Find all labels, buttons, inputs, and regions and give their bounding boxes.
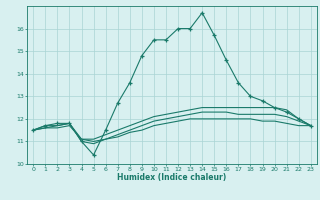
X-axis label: Humidex (Indice chaleur): Humidex (Indice chaleur) [117, 173, 227, 182]
